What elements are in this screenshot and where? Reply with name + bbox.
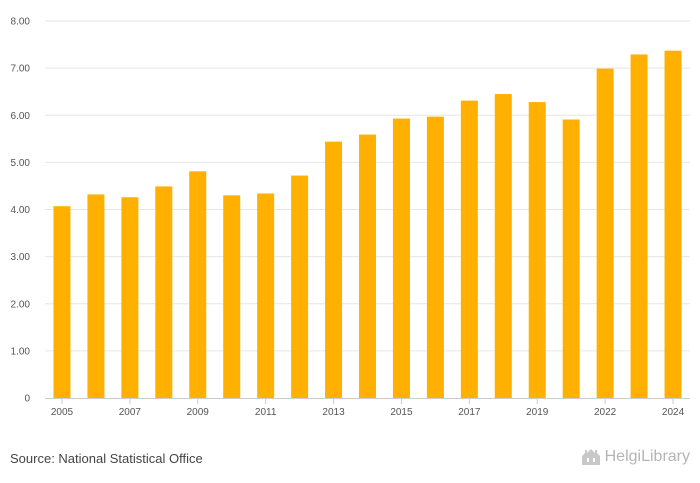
bar [528,102,546,399]
bar [460,100,478,399]
bar-chart: 0 1.00 2.00 3.00 4.00 5.00 6.00 7.00 8.00 2005 200… [11,17,690,418]
y-tick-label: 4.00 [11,205,31,216]
x-tick-label: 2005 [51,407,74,418]
bar [87,194,105,398]
bar [257,193,275,398]
bar [426,116,444,398]
x-tick-label: 2024 [662,407,685,418]
bar [325,141,343,398]
brand-logo: HelgiLibrary [581,448,690,466]
bar [630,54,648,399]
x-tick-label: 2007 [119,407,142,418]
x-tick-label: 2019 [526,407,549,418]
brand-name: HelgiLibrary [604,448,690,465]
y-tick-label: 3.00 [11,252,31,263]
bar [494,94,512,398]
bar [392,118,410,398]
x-tick-label: 2015 [390,407,413,418]
x-tick-label: 2009 [187,407,210,418]
x-tick-label: 2017 [458,407,481,418]
y-tick-label: 1.00 [11,346,31,357]
y-tick-label: 0 [24,394,30,405]
helgi-logo-icon [581,449,600,465]
bar [664,50,682,398]
bar [53,206,71,398]
y-tick-label: 6.00 [11,111,31,122]
bar [121,197,139,398]
y-tick-label: 5.00 [11,158,31,169]
bar [596,68,614,398]
x-tick-label: 2013 [322,407,345,418]
bar [291,175,309,398]
source-note: Source: National Statistical Office [10,451,203,466]
y-tick-label: 8.00 [11,17,31,28]
bar [359,134,376,399]
bar [155,186,173,398]
y-tick-label: 7.00 [11,64,31,75]
bar [223,195,241,398]
y-tick-label: 2.00 [11,299,31,310]
x-tick-label: 2011 [255,407,277,418]
bar [562,119,580,399]
x-tick-label: 2022 [594,407,617,418]
bar [189,171,207,398]
